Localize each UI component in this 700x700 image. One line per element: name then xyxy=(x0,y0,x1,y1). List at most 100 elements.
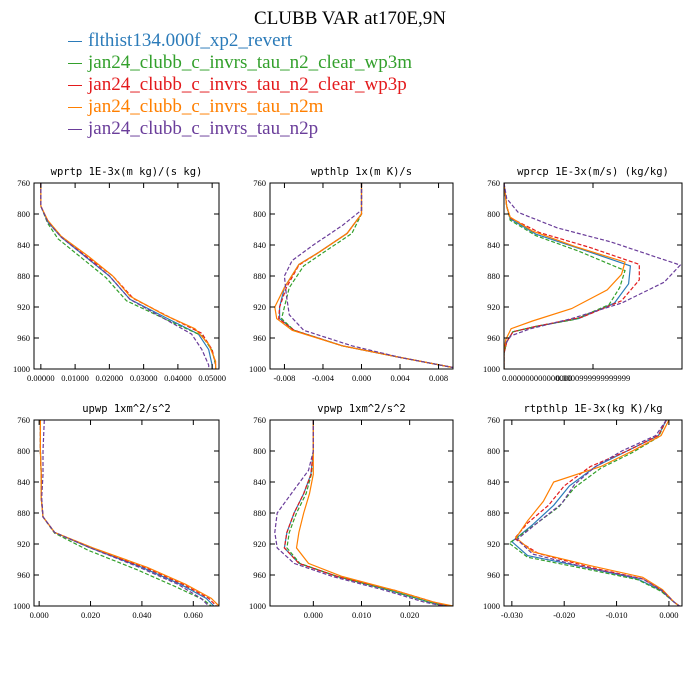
series-line-3 xyxy=(40,183,217,369)
legend-swatch xyxy=(68,106,82,108)
series-line-5 xyxy=(40,183,210,369)
y-tick-label: 800 xyxy=(487,209,500,219)
y-tick-label: 760 xyxy=(253,415,266,425)
legend-entry: jan24_clubb_c_invrs_tau_n2p xyxy=(68,118,412,140)
subplot-title: wprcp 1E-3x(m/s) (kg/kg) xyxy=(517,166,669,178)
x-tick-label: 0.020 xyxy=(81,610,100,620)
y-tick-label: 840 xyxy=(487,240,500,250)
subplot-5: vpwp 1xm^2/s^2 760 800 840 880 920 960 1000 0.00… xyxy=(249,403,454,620)
y-tick-label: 920 xyxy=(487,302,500,312)
plot-frame xyxy=(503,182,683,370)
subplot-title: rtpthlp 1E-3x(kg K)/kg xyxy=(523,403,662,415)
series-line-4 xyxy=(504,183,626,369)
x-tick-label: -0.020 xyxy=(553,610,575,620)
x-tick-label: 0.0000999999999999 xyxy=(556,373,630,383)
x-tick-label: 0.04000 xyxy=(164,373,192,383)
series-line-5 xyxy=(504,183,682,369)
subplot-title: wprtp 1E-3x(m kg)/(s kg) xyxy=(51,166,203,178)
y-tick-label: 840 xyxy=(17,477,30,487)
x-tick-label: 0.010 xyxy=(352,610,371,620)
x-tick-label: 0.000 xyxy=(30,610,49,620)
y-tick-label: 880 xyxy=(253,508,266,518)
y-tick-label: 880 xyxy=(487,271,500,281)
series-line-5 xyxy=(516,420,680,606)
legend-label: flthist134.000f_xp2_revert xyxy=(88,30,293,51)
series-line-3 xyxy=(504,183,640,369)
chart-title: CLUBB VAR at170E,9N xyxy=(254,8,446,29)
legend-swatch xyxy=(68,84,82,86)
legend: flthist134.000f_xp2_revert jan24_clubb_c_… xyxy=(68,30,412,140)
series-line-5 xyxy=(41,420,210,606)
series-line-2 xyxy=(504,183,626,369)
y-tick-label: 960 xyxy=(17,570,30,580)
y-tick-label: 920 xyxy=(253,539,266,549)
plot-frame xyxy=(503,419,683,607)
subplot-6: rtpthlp 1E-3x(kg K)/kg 760 800 840 880 920 960… xyxy=(483,403,683,620)
y-tick-label: 1000 xyxy=(13,364,30,374)
series-line-2 xyxy=(39,420,212,606)
series-line-2 xyxy=(40,183,217,369)
y-tick-label: 800 xyxy=(17,209,30,219)
y-tick-label: 840 xyxy=(487,477,500,487)
subplot-title: vpwp 1xm^2/s^2 xyxy=(317,403,406,415)
series-line-4 xyxy=(274,183,453,369)
y-tick-label: 800 xyxy=(487,446,500,456)
series-line-4 xyxy=(39,420,219,606)
x-tick-label: -0.030 xyxy=(501,610,523,620)
x-tick-label: 0.000 xyxy=(352,373,371,383)
y-tick-label: 1000 xyxy=(249,364,266,374)
x-tick-label: -0.010 xyxy=(606,610,628,620)
series-line-1 xyxy=(283,420,449,606)
legend-entry: jan24_clubb_c_invrs_tau_n2_clear_wp3m xyxy=(68,52,412,74)
series-line-1 xyxy=(279,183,453,369)
legend-label: jan24_clubb_c_invrs_tau_n2p xyxy=(88,118,319,139)
subplot-4: upwp 1xm^2/s^2 760 800 840 880 920 960 10000.00… xyxy=(13,403,220,620)
legend-label: jan24_clubb_c_invrs_tau_n2_clear_wp3p xyxy=(88,74,407,95)
x-tick-label: 0.020 xyxy=(400,610,419,620)
series-line-2 xyxy=(286,420,444,606)
x-tick-label: -0.004 xyxy=(312,373,335,383)
series-line-3 xyxy=(278,183,453,369)
y-tick-label: 880 xyxy=(253,271,266,281)
y-tick-label: 800 xyxy=(17,446,30,456)
plot-frame xyxy=(33,419,220,607)
y-tick-label: 960 xyxy=(487,333,500,343)
x-tick-label: 0.02000 xyxy=(96,373,124,383)
x-tick-label: 0.008 xyxy=(429,373,448,383)
y-tick-label: 920 xyxy=(17,539,30,549)
y-tick-label: 1000 xyxy=(249,601,266,611)
y-tick-label: 760 xyxy=(253,178,266,188)
y-tick-label: 760 xyxy=(487,415,500,425)
series-line-1 xyxy=(510,420,680,606)
y-tick-label: 840 xyxy=(253,240,266,250)
plot-frame xyxy=(269,419,454,607)
x-tick-label: 0.060 xyxy=(184,610,203,620)
legend-swatch xyxy=(68,128,82,130)
legend-entry: flthist134.000f_xp2_revert xyxy=(68,30,412,52)
x-tick-label: 0.040 xyxy=(132,610,151,620)
legend-swatch xyxy=(68,62,82,64)
y-tick-label: 960 xyxy=(253,570,266,580)
y-tick-label: 840 xyxy=(17,240,30,250)
y-tick-label: 920 xyxy=(487,539,500,549)
y-tick-label: 920 xyxy=(253,302,266,312)
x-tick-label: 0.004 xyxy=(390,373,410,383)
x-tick-label: 0.00000 xyxy=(27,373,55,383)
subplot-2: wpthlp 1x(m K)/s 760 800 840 880 920 960 1000 -0… xyxy=(249,166,454,383)
series-line-1 xyxy=(504,183,632,369)
y-tick-label: 920 xyxy=(17,302,30,312)
subplot-title: upwp 1xm^2/s^2 xyxy=(82,403,171,415)
legend-label: jan24_clubb_c_invrs_tau_n2_clear_wp3m xyxy=(88,52,412,73)
x-tick-label: 0.000 xyxy=(304,610,323,620)
legend-entry: jan24_clubb_c_invrs_tau_n2_clear_wp3p xyxy=(68,74,412,96)
subplot-3: wprcp 1E-3x(m/s) (kg/kg) 760 800 840 880 920 9… xyxy=(483,166,683,383)
y-tick-label: 1000 xyxy=(13,601,30,611)
series-line-3 xyxy=(513,420,680,606)
series-line-5 xyxy=(274,420,444,606)
x-tick-label: 0.000 xyxy=(659,610,678,620)
series-line-2 xyxy=(508,420,680,606)
y-tick-label: 1000 xyxy=(483,364,500,374)
series-line-3 xyxy=(283,420,449,606)
series-line-3 xyxy=(39,420,217,606)
